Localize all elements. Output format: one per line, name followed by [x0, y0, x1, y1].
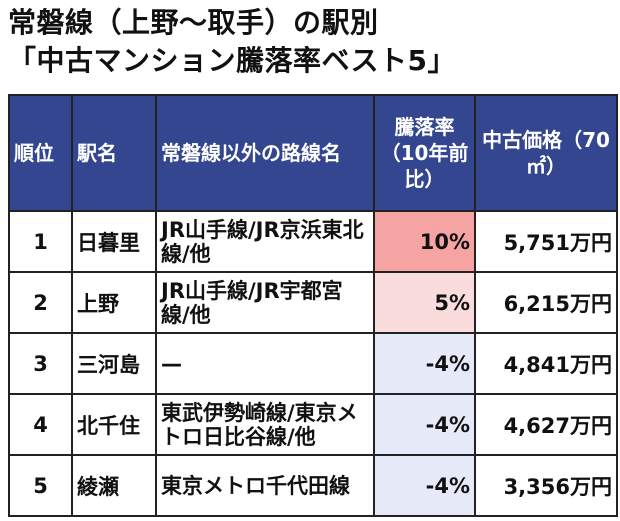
other-lines-cell: JR山手線/JR京浜東北線/他 [155, 210, 375, 273]
ranking-table: 順位 駅名 常磐線以外の路線名 騰落率（10年前比） 中古価格（70㎡） 1 日… [8, 94, 618, 517]
price-cell: 5,751万円 [474, 210, 618, 273]
other-lines-cell: JR山手線/JR宇都宮線/他 [155, 271, 375, 334]
header-change: 騰落率（10年前比） [373, 94, 476, 212]
change-cell: 5% [373, 271, 476, 334]
header-other-lines: 常磐線以外の路線名 [155, 94, 375, 212]
header-station: 駅名 [71, 94, 157, 212]
other-lines-cell: 東京メトロ千代田線 [155, 454, 375, 517]
station-cell: 上野 [71, 271, 157, 334]
price-cell: 6,215万円 [474, 271, 618, 334]
page-title: 常磐線（上野〜取手）の駅別 「中古マンション騰落率ベスト5」 [8, 4, 612, 80]
table-row: 4 北千住 東武伊勢崎線/東京メトロ日比谷線/他 -4% 4,627万円 [8, 393, 618, 456]
station-cell: 北千住 [71, 393, 157, 456]
table-row: 3 三河島 — -4% 4,841万円 [8, 332, 618, 395]
change-cell: -4% [373, 454, 476, 517]
rank-cell: 2 [8, 271, 73, 334]
change-cell: -4% [373, 332, 476, 395]
rank-cell: 1 [8, 210, 73, 273]
table-header-row: 順位 駅名 常磐線以外の路線名 騰落率（10年前比） 中古価格（70㎡） [8, 94, 618, 212]
title-line-1: 常磐線（上野〜取手）の駅別 [8, 6, 379, 39]
title-line-2: 「中古マンション騰落率ベスト5」 [8, 44, 457, 77]
price-cell: 4,841万円 [474, 332, 618, 395]
other-lines-cell: 東武伊勢崎線/東京メトロ日比谷線/他 [155, 393, 375, 456]
table-row: 2 上野 JR山手線/JR宇都宮線/他 5% 6,215万円 [8, 271, 618, 334]
header-price: 中古価格（70㎡） [474, 94, 618, 212]
table-row: 5 綾瀬 東京メトロ千代田線 -4% 3,356万円 [8, 454, 618, 517]
price-cell: 4,627万円 [474, 393, 618, 456]
change-cell: -4% [373, 393, 476, 456]
rank-cell: 5 [8, 454, 73, 517]
header-rank: 順位 [8, 94, 73, 212]
station-cell: 三河島 [71, 332, 157, 395]
station-cell: 綾瀬 [71, 454, 157, 517]
price-cell: 3,356万円 [474, 454, 618, 517]
change-cell: 10% [373, 210, 476, 273]
other-lines-cell: — [155, 332, 375, 395]
table-row: 1 日暮里 JR山手線/JR京浜東北線/他 10% 5,751万円 [8, 210, 618, 273]
rank-cell: 3 [8, 332, 73, 395]
station-cell: 日暮里 [71, 210, 157, 273]
rank-cell: 4 [8, 393, 73, 456]
